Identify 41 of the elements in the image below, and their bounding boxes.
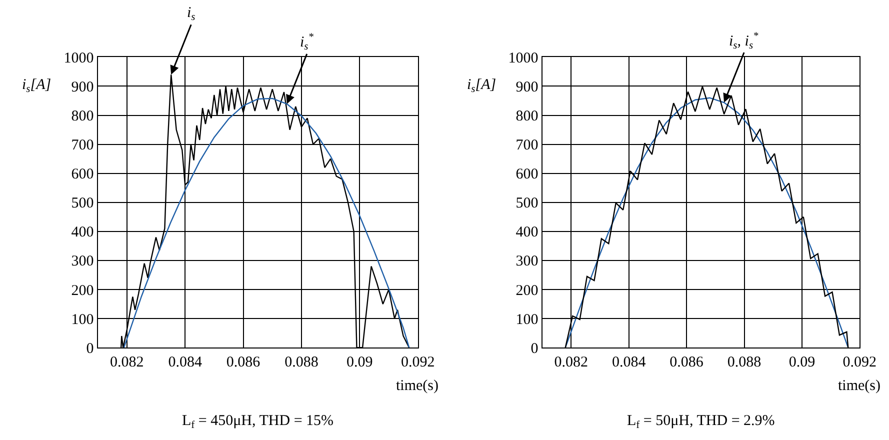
y-tick-label: 800 [516,108,538,125]
x-tick-label: 0.082 [554,354,588,371]
x-tick-label: 0.088 [284,354,318,371]
y-tick-label: 300 [71,254,94,270]
y-tick-label: 100 [71,312,94,328]
y-tick-label: 100 [516,312,538,328]
text: L$_{f}$ = 450μH, THD = 15% [182,413,334,432]
x-tick-label: 0.092 [842,354,877,371]
x-axis-title: time(s) [838,378,880,394]
y-tick-label: 500 [71,196,94,212]
y-tick-label: 0 [86,340,94,357]
x-axis-title: time(s) [396,378,438,394]
y-tick-label: 200 [516,282,538,299]
y-tick-label: 500 [516,196,538,212]
y-tick-label: 900 [516,79,538,96]
y-tick-label: 300 [516,254,538,270]
y-axis-title: i$_{s}$[A] [22,77,52,96]
y-tick-label: 200 [71,282,94,299]
y-tick-label: 700 [516,138,538,154]
y-tick-label: 800 [71,108,94,125]
y-tick-label: 0 [530,340,538,357]
x-tick-label: 0.082 [110,354,144,371]
y-axis-title: i$_{s}$[A] [467,77,496,96]
text: L$_{f}$ = 50μH, THD = 2.9% [627,413,775,432]
y-tick-label: 1000 [508,50,538,66]
x-tick-label: 0.086 [670,354,704,371]
x-tick-label: 0.084 [612,354,646,371]
annotation: i$_{s}$ [187,5,196,24]
y-tick-label: 900 [71,79,94,96]
y-tick-label: 400 [516,224,538,241]
x-tick-label: 0.09 [788,354,816,371]
y-tick-label: 1000 [64,50,94,66]
y-tick-label: 600 [71,166,94,183]
x-tick-label: 0.086 [226,354,261,371]
y-tick-label: 400 [71,224,94,241]
x-tick-label: 0.088 [727,354,762,371]
x-tick-label: 0.084 [168,354,202,371]
y-tick-label: 700 [71,138,94,154]
x-tick-label: 0.09 [346,354,373,371]
x-tick-label: 0.092 [400,354,435,371]
y-tick-label: 600 [516,166,538,183]
